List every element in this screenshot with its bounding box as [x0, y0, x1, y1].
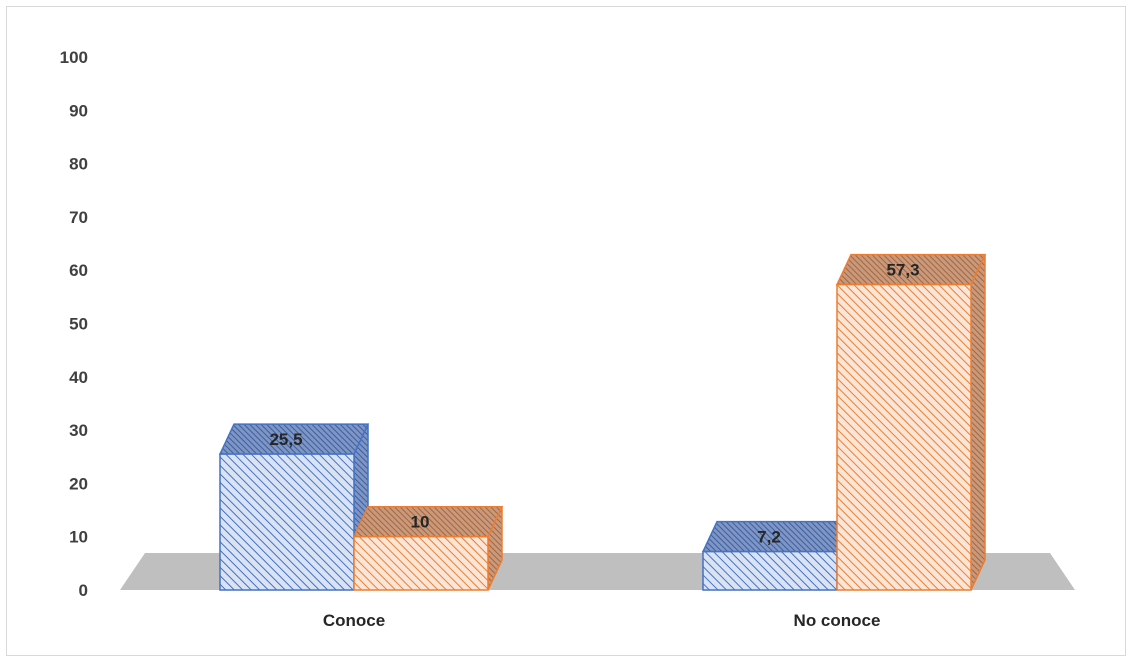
y-tick-label: 0 — [79, 581, 88, 600]
y-tick-label: 90 — [69, 101, 88, 120]
y-tick-label: 10 — [69, 528, 88, 547]
bar-front-face — [702, 550, 838, 591]
y-tick-label: 40 — [69, 368, 88, 387]
y-tick-label: 80 — [69, 155, 88, 174]
category-label: Conoce — [323, 611, 385, 630]
x-axis: Conoce No conoce — [323, 611, 881, 630]
data-label: 7,2 — [757, 528, 781, 547]
bar: 7,2 — [701, 520, 853, 591]
y-tick-label: 100 — [60, 48, 88, 67]
y-tick-label: 20 — [69, 474, 88, 493]
bar-front-face — [836, 283, 972, 591]
y-tick-label: 30 — [69, 421, 88, 440]
data-label: 57,3 — [886, 261, 919, 280]
bar: 25,5 — [218, 423, 370, 591]
bar: 57,3 — [835, 253, 987, 591]
y-tick-label: 70 — [69, 208, 88, 227]
bars: 25,5 10 7,2 57,3 — [218, 253, 987, 591]
bar-front-face — [353, 535, 489, 591]
category-label: No conoce — [794, 611, 881, 630]
bar-front-face — [219, 453, 355, 591]
data-label: 25,5 — [269, 430, 302, 449]
y-tick-label: 60 — [69, 261, 88, 280]
y-axis: 0 10 20 30 40 50 60 70 80 90 100 — [60, 48, 88, 600]
y-tick-label: 50 — [69, 315, 88, 334]
bar: 10 — [352, 505, 504, 591]
bar-side-face — [970, 254, 986, 591]
data-label: 10 — [411, 513, 430, 532]
